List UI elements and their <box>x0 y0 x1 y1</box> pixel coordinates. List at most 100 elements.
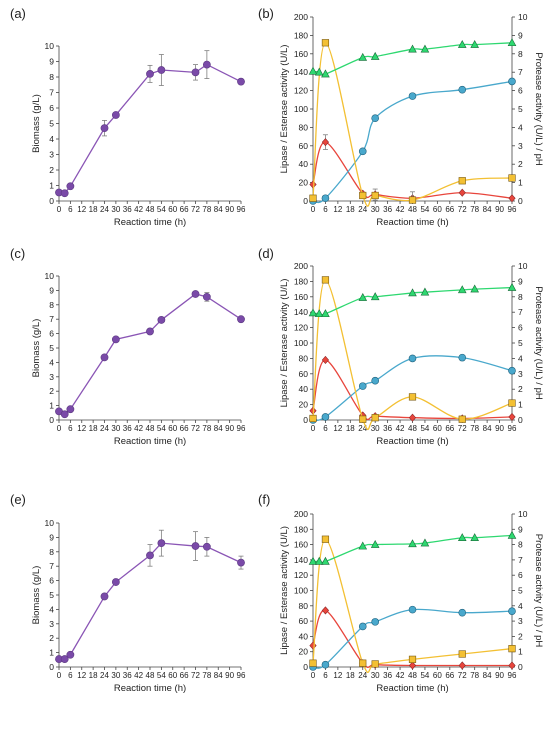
ph-point <box>457 39 467 48</box>
biomass-point <box>237 558 245 567</box>
ph-point <box>507 38 517 47</box>
y2-tick-label: 5 <box>518 338 523 348</box>
y-tick-label: 9 <box>49 57 54 67</box>
x-tick-label: 54 <box>420 205 429 214</box>
y2-tick-label: 0 <box>518 196 523 206</box>
esterase-point <box>408 354 417 363</box>
y-axis-title: Lipase / Esterase activity (U/L) <box>279 279 290 408</box>
lipase-point <box>508 412 516 421</box>
x-tick-label: 30 <box>111 671 120 680</box>
ph-point <box>314 556 324 565</box>
protease-point <box>458 415 466 423</box>
ph-point <box>420 44 430 53</box>
y-tick-label: 8 <box>49 300 54 310</box>
y-tick-label: 0 <box>303 662 308 672</box>
x-tick-label: 96 <box>508 424 517 433</box>
x-tick-label: 42 <box>396 424 405 433</box>
y2-axis-title: Protease activity (U/L) / pH <box>533 534 544 648</box>
y-tick-label: 20 <box>299 178 309 188</box>
x-tick-label: 72 <box>191 424 200 433</box>
x-tick-label: 12 <box>333 671 342 680</box>
x-tick-label: 90 <box>225 671 234 680</box>
x-tick-label: 42 <box>396 671 405 680</box>
y2-tick-label: 7 <box>518 555 523 565</box>
x-axis-title: Reaction time (h) <box>114 683 186 694</box>
biomass-point <box>191 542 200 550</box>
ph-point <box>408 44 417 53</box>
y2-tick-label: 0 <box>518 662 523 672</box>
biomass-point <box>111 111 120 119</box>
biomass-line <box>58 63 242 194</box>
y-tick-label: 3 <box>49 150 54 160</box>
y2-tick-label: 9 <box>518 524 523 534</box>
y-tick-label: 10 <box>45 271 55 281</box>
y-tick-label: 100 <box>294 338 308 348</box>
y2-tick-label: 10 <box>518 12 528 22</box>
y-tick-label: 180 <box>294 30 308 40</box>
y-tick-label: 120 <box>294 570 308 580</box>
ph-point <box>408 288 417 297</box>
y2-tick-label: 2 <box>518 159 523 169</box>
y-tick-label: 60 <box>299 616 309 626</box>
y2-tick-label: 8 <box>518 49 523 59</box>
panel-f: (f)0204060801001201401601802000123456789… <box>258 492 544 694</box>
esterase-point <box>458 608 467 617</box>
x-tick-label: 96 <box>237 424 246 433</box>
y-tick-label: 40 <box>299 384 309 394</box>
x-tick-label: 18 <box>89 424 98 433</box>
esterase-point <box>321 660 330 669</box>
y2-tick-label: 3 <box>518 369 523 379</box>
biomass-point <box>237 315 245 324</box>
y-tick-label: 2 <box>49 165 54 175</box>
esterase-point <box>408 605 417 614</box>
esterase-point <box>358 382 367 390</box>
esterase-point <box>358 147 367 156</box>
y2-tick-label: 1 <box>518 400 523 410</box>
x-tick-label: 24 <box>358 205 367 214</box>
y-tick-label: 140 <box>294 555 308 565</box>
x-tick-label: 30 <box>371 424 380 433</box>
protease-point <box>359 415 367 423</box>
y-tick-label: 20 <box>299 647 309 657</box>
y-tick-label: 2 <box>49 633 54 643</box>
series-biomass <box>55 529 245 663</box>
series-lipase <box>309 355 516 423</box>
x-tick-label: 6 <box>68 424 73 433</box>
protease-line <box>312 538 513 673</box>
y-tick-label: 10 <box>45 518 55 528</box>
panel-b: (b)0204060801001201401601802000123456789… <box>258 6 544 228</box>
x-tick-label: 66 <box>445 205 454 214</box>
x-tick-label: 72 <box>191 671 200 680</box>
protease-point <box>371 414 379 422</box>
biomass-point <box>66 182 75 191</box>
x-tick-label: 84 <box>214 205 223 214</box>
esterase-point <box>508 366 516 375</box>
ph-point <box>358 292 368 301</box>
series-ph <box>308 282 517 318</box>
series-ph <box>308 530 517 565</box>
biomass-point <box>100 353 109 362</box>
x-tick-label: 54 <box>157 205 166 214</box>
y-tick-label: 10 <box>45 41 55 51</box>
y-tick-label: 80 <box>299 122 309 132</box>
biomass-point <box>157 66 166 74</box>
x-tick-label: 84 <box>214 424 223 433</box>
y2-tick-label: 5 <box>518 586 523 596</box>
biomass-point <box>66 405 75 414</box>
y-tick-label: 140 <box>294 67 308 77</box>
panel-label: (d) <box>258 246 274 261</box>
x-tick-label: 96 <box>508 671 517 680</box>
x-tick-label: 24 <box>358 671 367 680</box>
x-tick-label: 24 <box>100 424 109 433</box>
x-tick-label: 54 <box>420 671 429 680</box>
x-tick-label: 72 <box>458 205 467 214</box>
x-tick-label: 84 <box>483 671 492 680</box>
lipase-point <box>309 641 317 650</box>
x-tick-label: 18 <box>346 205 355 214</box>
biomass-point <box>111 335 120 344</box>
protease-point <box>508 174 516 182</box>
y-tick-label: 120 <box>294 323 308 333</box>
ph-point <box>457 285 467 294</box>
esterase-point <box>321 194 330 203</box>
